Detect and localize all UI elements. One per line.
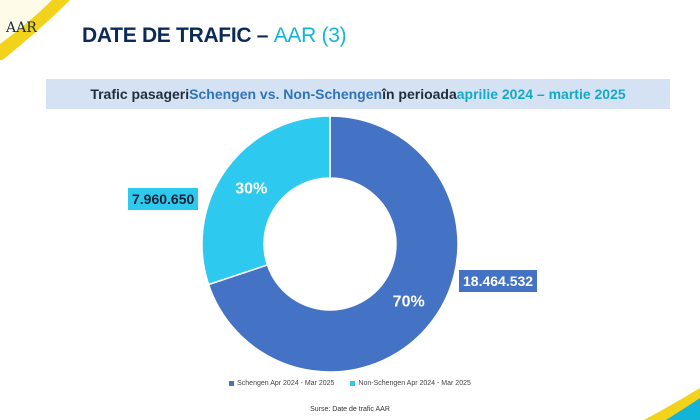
banner-text-1: Trafic pasageri [90, 86, 190, 102]
legend-swatch-non-schengen [350, 381, 356, 386]
slice-non-schengen [201, 115, 331, 286]
legend-label-non-schengen: Non-Schengen Apr 2024 - Mar 2025 [358, 380, 471, 387]
percent-label-schengen: 70% [393, 294, 425, 311]
source-note: Surse: Date de trafic AAR [310, 406, 390, 413]
chart-legend: Schengen Apr 2024 - Mar 2025 Non-Schenge… [0, 380, 700, 387]
banner-text-2: Schengen vs. Non-Schengen [189, 86, 383, 102]
value-label-schengen: 18.464.532 [459, 270, 538, 292]
banner-text-3: în perioada [382, 86, 457, 102]
chart-title-banner: Trafic pasageri Schengen vs. Non-Schenge… [46, 79, 670, 109]
page-title: DATE DE TRAFIC – AAR (3) [82, 24, 347, 48]
page-title-main: DATE DE TRAFIC – [82, 24, 274, 47]
corner-decoration-bottom-right [644, 388, 700, 420]
value-label-non-schengen: 7.960.650 [128, 188, 199, 210]
percent-label-non-schengen: 30% [235, 180, 267, 197]
corner-decoration-top-left [0, 0, 70, 60]
legend-swatch-schengen [229, 381, 235, 386]
legend-label-schengen: Schengen Apr 2024 - Mar 2025 [237, 380, 335, 387]
page-title-accent: AAR (3) [273, 24, 347, 47]
legend-item-schengen: Schengen Apr 2024 - Mar 2025 [229, 380, 334, 387]
slice-schengen [207, 115, 459, 373]
logo: AAR [6, 20, 37, 36]
legend-item-non-schengen: Non-Schengen Apr 2024 - Mar 2025 [350, 380, 471, 387]
banner-text-4: aprilie 2024 – martie 2025 [456, 86, 626, 102]
